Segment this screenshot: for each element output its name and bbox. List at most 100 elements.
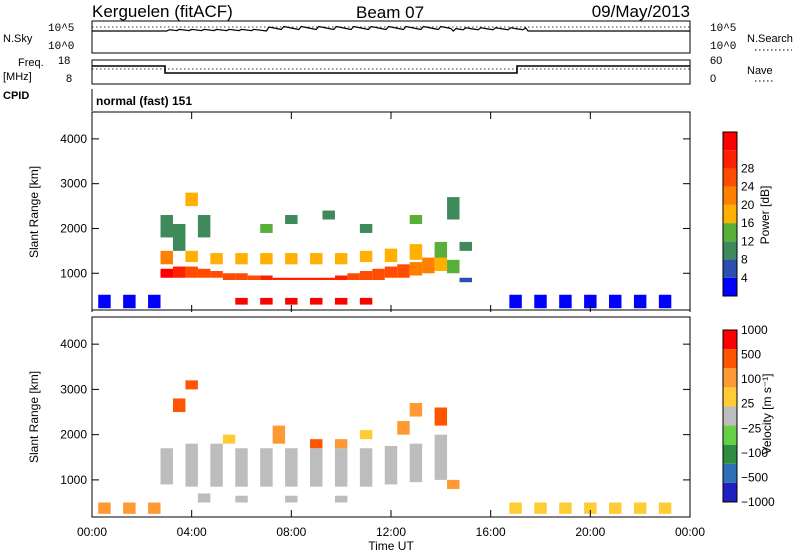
scatter-cell — [422, 257, 435, 274]
noise-panel: N.Sky 10^5 10^0 10^5 10^0 N.Search — [3, 20, 793, 54]
colorbar-tick-label: 100 — [741, 372, 761, 386]
power-colorbar-ticks: 4 8 12 16 20 24 28 — [741, 161, 755, 284]
frequency-panel: Freq. [MHz] 18 8 60 0 Nave — [3, 55, 775, 85]
frequency-right-tick-top: 60 — [710, 55, 722, 67]
velocity-colorbar: 1000 500 100 25 −25 −100 −500 −1000 Velocity [m… — [722, 323, 775, 509]
frequency-right-tick-bottom: 0 — [710, 73, 716, 85]
scatter-cell — [310, 277, 323, 280]
frequency-trace — [92, 65, 690, 74]
scatter-cell — [434, 407, 448, 426]
colorbar-segment — [723, 406, 737, 426]
y-tick-label: 2000 — [60, 221, 87, 235]
scatter-cell — [359, 297, 373, 305]
scatter-cell — [347, 273, 360, 280]
scatter-cell — [222, 434, 236, 444]
scatter-cell — [534, 294, 547, 309]
scatter-cell — [172, 223, 186, 251]
scatter-cell — [235, 253, 248, 265]
scatter-cell — [260, 297, 273, 305]
noise-left-label: N.Sky — [3, 33, 33, 45]
scatter-cell — [334, 439, 348, 449]
scatter-cell — [285, 277, 298, 280]
colorbar-tick-label: −25 — [741, 421, 762, 435]
scatter-cell — [584, 294, 597, 309]
scatter-cell — [185, 266, 198, 278]
velocity-cells — [98, 380, 672, 514]
colorbar-tick-label: −100 — [741, 446, 768, 460]
time-tick-label: 08:00 — [276, 525, 306, 539]
colorbar-segment — [723, 482, 737, 502]
y-tick-label: 4000 — [60, 132, 87, 146]
scatter-cell — [434, 241, 448, 258]
scatter-cell — [123, 502, 136, 514]
scatter-cell — [559, 502, 572, 514]
scatter-cell — [509, 294, 522, 309]
scatter-cell — [384, 445, 398, 485]
velocity-y-ticks: 1000 2000 3000 4000 — [60, 337, 690, 487]
colorbar-segment — [723, 168, 737, 187]
scatter-cell — [397, 264, 410, 278]
scatter-cell — [658, 294, 672, 309]
scatter-cell — [272, 425, 286, 444]
time-tick-label: 20:00 — [575, 525, 605, 539]
scatter-cell — [160, 215, 173, 238]
colorbar-segment — [723, 259, 737, 278]
power-y-label: Slant Range [km] — [27, 166, 41, 258]
scatter-cell — [197, 493, 211, 503]
scatter-cell — [559, 294, 572, 309]
y-tick-label: 4000 — [60, 337, 87, 351]
scatter-cell — [185, 380, 198, 390]
scatter-cell — [235, 297, 248, 305]
colorbar-segment — [723, 425, 737, 445]
colorbar-tick-label: 1000 — [741, 323, 768, 337]
scatter-cell — [447, 259, 460, 274]
scatter-cell — [148, 294, 161, 309]
colorbar-tick-label: 500 — [741, 348, 761, 362]
scatter-cell — [322, 210, 335, 220]
scatter-cell — [285, 215, 298, 224]
power-cells — [98, 192, 672, 309]
y-tick-label: 2000 — [60, 428, 87, 442]
scatter-cell — [197, 215, 211, 238]
y-tick-label: 3000 — [60, 382, 87, 396]
scatter-cell — [447, 197, 460, 220]
scatter-cell — [285, 448, 298, 487]
noise-left-tick-top: 10^5 — [48, 23, 74, 35]
noise-right-tick-top: 10^5 — [710, 23, 736, 35]
velocity-colorbar-segments — [723, 330, 737, 502]
scatter-cell — [609, 294, 622, 309]
scatter-cell — [609, 502, 622, 514]
time-tick-label: 00:00 — [675, 525, 705, 539]
scatter-cell — [447, 479, 460, 489]
cpid-label: CPID — [3, 90, 29, 102]
scatter-cell — [210, 253, 223, 265]
colorbar-tick-label: −500 — [741, 470, 768, 484]
y-tick-label: 1000 — [60, 266, 87, 280]
colorbar-tick-label: 12 — [741, 234, 755, 248]
colorbar-segment — [723, 444, 737, 464]
colorbar-segment — [723, 186, 737, 205]
noise-right-label: N.Search — [747, 33, 793, 45]
time-tick-label: 00:00 — [77, 525, 107, 539]
scatter-cell — [222, 273, 236, 280]
scatter-cell — [210, 271, 223, 278]
colorbar-tick-label: 24 — [741, 180, 755, 194]
power-colorbar: 4 8 12 16 20 24 28 Power [dB] — [722, 131, 772, 297]
colorbar-tick-label: 28 — [741, 161, 755, 175]
colorbar-segment — [723, 463, 737, 483]
scatter-cell — [459, 277, 472, 283]
scatter-cell — [334, 448, 348, 487]
scatter-cell — [334, 275, 348, 280]
scatter-cell — [260, 223, 273, 233]
scatter-cell — [260, 448, 273, 487]
scatter-cell — [260, 253, 273, 265]
velocity-colorbar-frame — [722, 329, 738, 503]
colorbar-segment — [723, 241, 737, 260]
y-tick-label: 3000 — [60, 177, 87, 191]
scatter-cell — [310, 253, 323, 265]
time-axis-ticks: 00:00 04:00 08:00 12:00 16:00 20:00 00:00 — [77, 112, 705, 539]
scatter-cell — [633, 294, 647, 309]
colorbar-segment — [723, 150, 737, 169]
time-tick-label: 04:00 — [177, 525, 207, 539]
scatter-cell — [172, 398, 186, 413]
